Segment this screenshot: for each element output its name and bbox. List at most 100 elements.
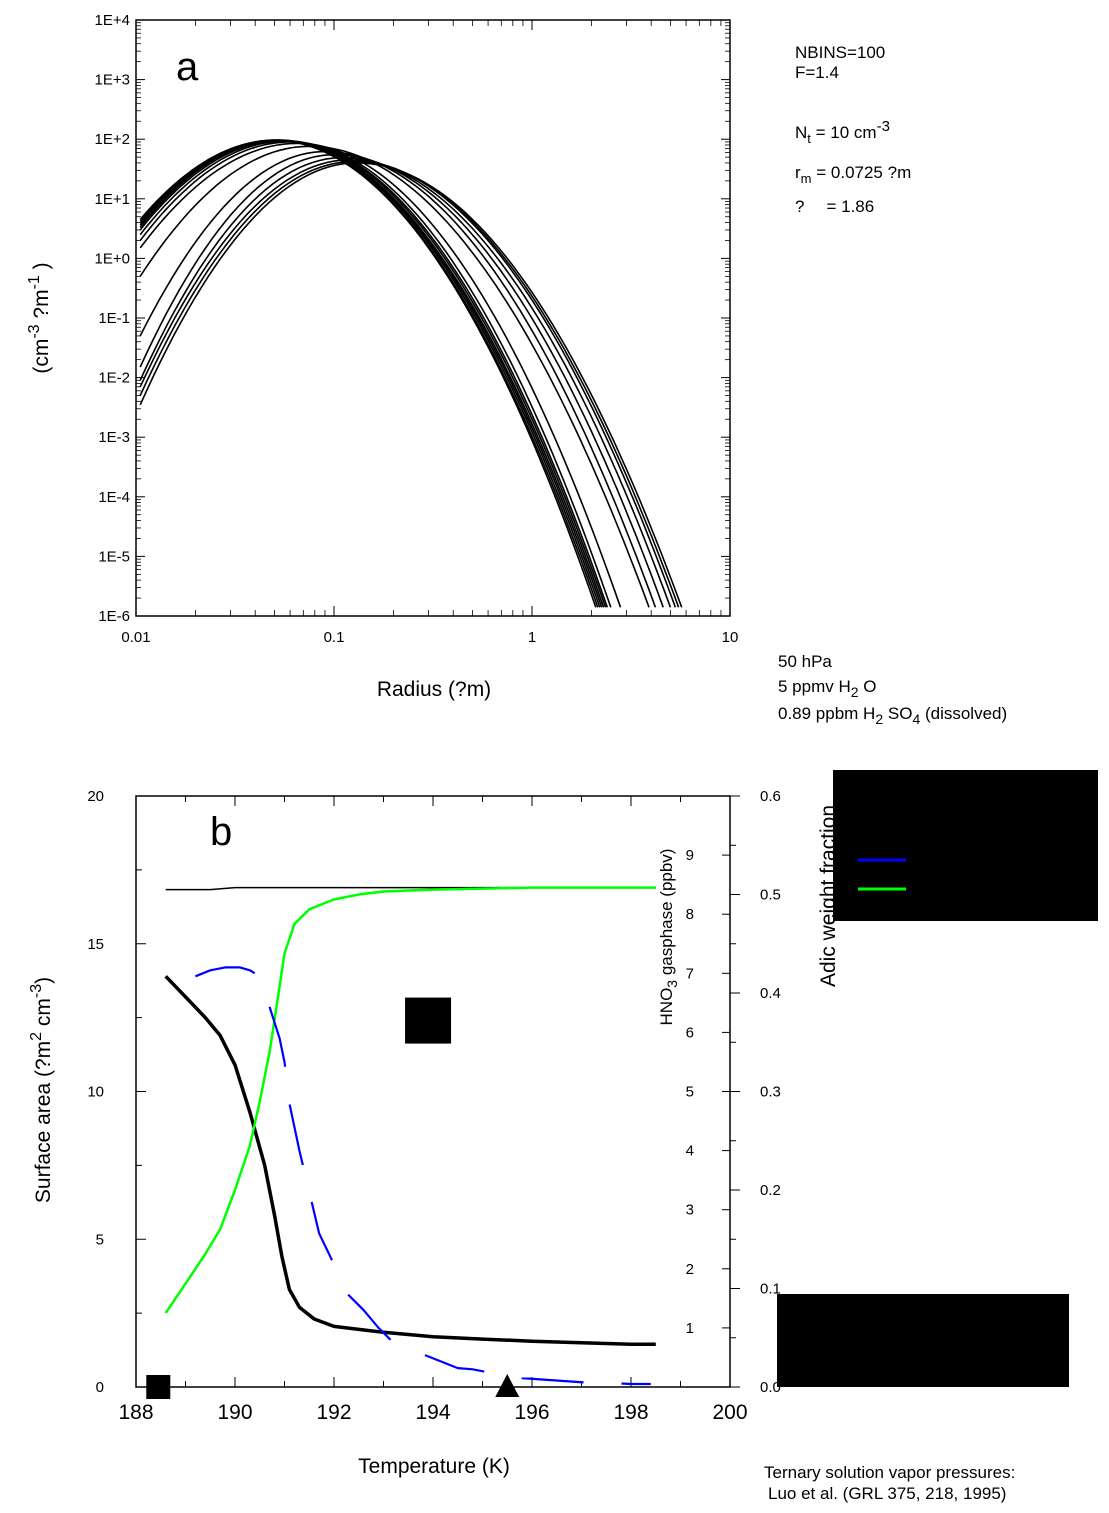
footnote-line-1: Ternary solution vapor pressures: <box>764 1463 1015 1482</box>
x-tick-label: 1 <box>528 629 536 646</box>
panel-a-ticks <box>135 19 731 617</box>
x-tick-label: 10 <box>722 629 739 646</box>
triangle-marker <box>495 1374 520 1397</box>
y-tick-label: 1E+4 <box>95 12 130 29</box>
size-distribution-curve <box>139 141 612 608</box>
hno3-tick-label: 6 <box>686 1024 694 1041</box>
panel-a-x-axis-label: Radius (?m) <box>377 678 491 701</box>
y-tick-label: 1E+2 <box>95 131 130 148</box>
pressure-label: 50 hPa <box>778 652 832 671</box>
x-tick-label: 190 <box>217 1401 252 1424</box>
hno3-tick-label: 4 <box>686 1143 694 1160</box>
series-line-2 <box>164 886 656 1314</box>
panel-a-y-tick-labels: 1E-6 1E-5 1E-4 1E-3 1E-2 1E-1 1E+0 1E+1 1E+2 1E+3… <box>95 12 130 625</box>
y-tick-label: 0 <box>96 1379 104 1396</box>
size-distribution-curve <box>139 140 609 608</box>
size-distribution-curve <box>139 142 622 608</box>
y-tick-label: 10 <box>87 1084 104 1101</box>
acid-tick-label: 0.6 <box>760 788 781 805</box>
nt-label: Nt = 10 cm-3 <box>795 118 890 146</box>
x-tick-label: 198 <box>613 1401 648 1424</box>
y-tick-label: 1E-2 <box>98 370 130 387</box>
panel-b-x-axis-label: Temperature (K) <box>358 1455 510 1478</box>
y-tick-label: 1E+1 <box>95 191 130 208</box>
panel-b: 0 5 10 15 20 1 2 3 4 5 6 7 8 9 0.0 0.1 0.2 0.3 0.4 0.5 0.6… <box>28 770 1098 1503</box>
size-distribution-curve <box>139 139 607 608</box>
footnote-line-2: Luo et al. (GRL 375, 218, 1995) <box>768 1484 1006 1503</box>
acid-tick-label: 0.1 <box>760 1281 781 1298</box>
hno3-tick-label: 3 <box>686 1202 694 1219</box>
square-marker <box>405 997 452 1044</box>
size-distribution-curve <box>139 139 601 608</box>
y-tick-label: 20 <box>87 788 104 805</box>
hno3-tick-label: 9 <box>686 847 694 864</box>
y-tick-label: 1E-3 <box>98 429 130 446</box>
acid-tick-label: 0.3 <box>760 1084 781 1101</box>
acid-tick-label: 0.0 <box>760 1379 781 1396</box>
x-tick-label: 0.1 <box>324 629 345 646</box>
y-tick-label: 15 <box>87 936 104 953</box>
y-tick-label: 1E-4 <box>98 489 130 506</box>
sigma-label: ? = 1.86 <box>795 197 874 216</box>
conditions-block: 50 hPa 5 ppmv H2 O 0.89 ppbm H2 SO4 (dis… <box>778 652 1007 727</box>
legend-box <box>833 770 1098 921</box>
series-line-0 <box>164 975 656 1346</box>
panel-a-x-tick-labels: 0.01 0.1 1 10 <box>121 629 738 646</box>
panel-a-frame <box>135 19 731 617</box>
x-tick-label: 194 <box>415 1401 450 1424</box>
series-line-3 <box>194 966 651 1386</box>
x-tick-label: 192 <box>316 1401 351 1424</box>
hno3-tick-label: 7 <box>686 965 694 982</box>
size-distribution-curve <box>139 162 683 608</box>
panel-b-letter: b <box>210 810 232 854</box>
y-tick-label: 1E+3 <box>95 72 130 89</box>
rm-label: rm = 0.0725 ?m <box>795 163 911 186</box>
panel-b-ticks <box>135 795 740 1388</box>
size-distribution-curve <box>139 153 664 608</box>
square-marker <box>146 1375 171 1399</box>
panel-b-hno3-axis-label: HNO3 gasphase (ppbv) <box>657 849 680 1026</box>
size-distribution-curve <box>139 145 650 608</box>
y-tick-label: 1E-1 <box>98 310 130 327</box>
panel-b-frame <box>135 795 731 1388</box>
water-label: 5 ppmv H2 O <box>778 677 877 700</box>
size-distribution-curve <box>139 139 597 608</box>
panel-a-letter: a <box>176 45 199 89</box>
panel-b-acid-tick-labels: 0.0 0.1 0.2 0.3 0.4 0.5 0.6 <box>760 788 781 1396</box>
size-distribution-curve <box>139 139 599 608</box>
size-distribution-curve <box>139 156 672 608</box>
size-distribution-curve <box>139 160 680 608</box>
legend-background <box>833 770 1098 921</box>
panel-a-y-axis-label: (cm-3 ?m-1 ) <box>26 262 53 373</box>
f-label: F=1.4 <box>795 63 839 82</box>
panel-a-info-block: NBINS=100 F=1.4 Nt = 10 cm-3 rm = 0.0725… <box>795 43 911 216</box>
panel-b-hno3-tick-labels: 1 2 3 4 5 6 7 8 9 <box>686 847 694 1337</box>
acid-tick-label: 0.4 <box>760 985 781 1002</box>
hno3-tick-label: 1 <box>686 1320 694 1337</box>
acid-label: 0.89 ppbm H2 SO4 (dissolved) <box>778 704 1007 727</box>
y-tick-label: 1E-6 <box>98 608 130 625</box>
size-distribution-curve <box>139 139 603 608</box>
x-tick-label: 0.01 <box>121 629 150 646</box>
marker-legend-box <box>777 1294 1069 1387</box>
panel-b-x-tick-labels: 188 190 192 194 196 198 200 <box>118 1401 747 1424</box>
x-tick-label: 200 <box>712 1401 747 1424</box>
acid-tick-label: 0.2 <box>760 1182 781 1199</box>
y-tick-label: 1E+0 <box>95 250 130 267</box>
panel-b-markers <box>146 997 520 1399</box>
hno3-tick-label: 5 <box>686 1084 694 1101</box>
hno3-tick-label: 2 <box>686 1261 694 1278</box>
panel-a-curves <box>139 139 683 608</box>
size-distribution-curve <box>139 150 657 608</box>
acid-tick-label: 0.5 <box>760 887 781 904</box>
size-distribution-curve <box>139 139 605 608</box>
nbins-label: NBINS=100 <box>795 43 885 62</box>
hno3-tick-label: 8 <box>686 906 694 923</box>
x-tick-label: 188 <box>118 1401 153 1424</box>
x-tick-label: 196 <box>514 1401 549 1424</box>
panel-a: 1E-6 1E-5 1E-4 1E-3 1E-2 1E-1 1E+0 1E+1 1E+2 1E+3… <box>26 12 1007 727</box>
panel-b-series <box>164 886 656 1386</box>
y-tick-label: 5 <box>96 1231 104 1248</box>
panel-b-y-axis-label: Surface area (?m2 cm-3) <box>28 977 55 1203</box>
